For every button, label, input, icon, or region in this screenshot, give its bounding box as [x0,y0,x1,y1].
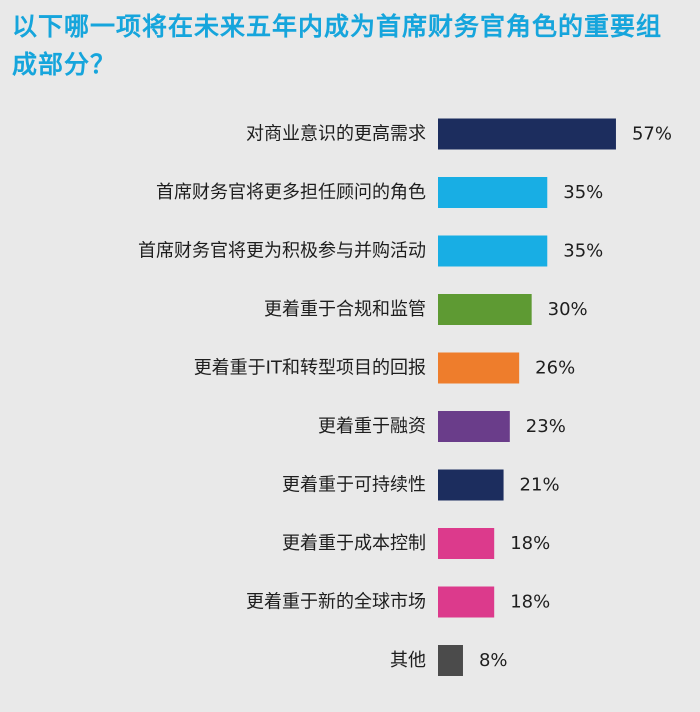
bar [438,294,532,325]
category-label: 更着重于IT和转型项目的回报 [194,358,426,379]
category-label: 更着重于融资 [318,416,426,437]
bar [438,411,510,442]
value-label: 18% [510,592,550,613]
bar [438,645,463,676]
category-label: 其他 [390,650,426,671]
value-label: 8% [479,650,508,671]
value-label: 35% [563,182,603,203]
category-label: 更着重于成本控制 [282,533,426,554]
category-label: 首席财务官将更为积极参与并购活动 [138,241,426,262]
bar [438,177,548,208]
chart-title: 以下哪一项将在未来五年内成为首席财务官角色的重要组成部分？ [12,12,663,79]
value-label: 21% [520,475,560,496]
value-label: 26% [535,358,575,379]
value-label: 30% [548,299,588,320]
bar [438,586,495,618]
category-label: 对商业意识的更高需求 [246,124,426,145]
bars-group: 对商业意识的更高需求 57% 首席财务官将更多担任顾问的角色 35% 首席财务官将更为积… [138,118,672,676]
value-label: 18% [510,533,550,554]
category-label: 更着重于新的全球市场 [246,592,426,613]
category-label: 更着重于合规和监管 [264,299,426,320]
value-label: 35% [563,241,603,262]
category-label: 更着重于可持续性 [282,475,426,496]
bar [438,352,520,384]
category-label: 首席财务官将更多担任顾问的角色 [156,182,426,203]
bar [438,235,548,267]
bar [438,469,504,501]
value-label: 23% [526,416,566,437]
value-label: 57% [632,124,672,145]
bar [438,528,495,559]
bar [438,118,616,150]
